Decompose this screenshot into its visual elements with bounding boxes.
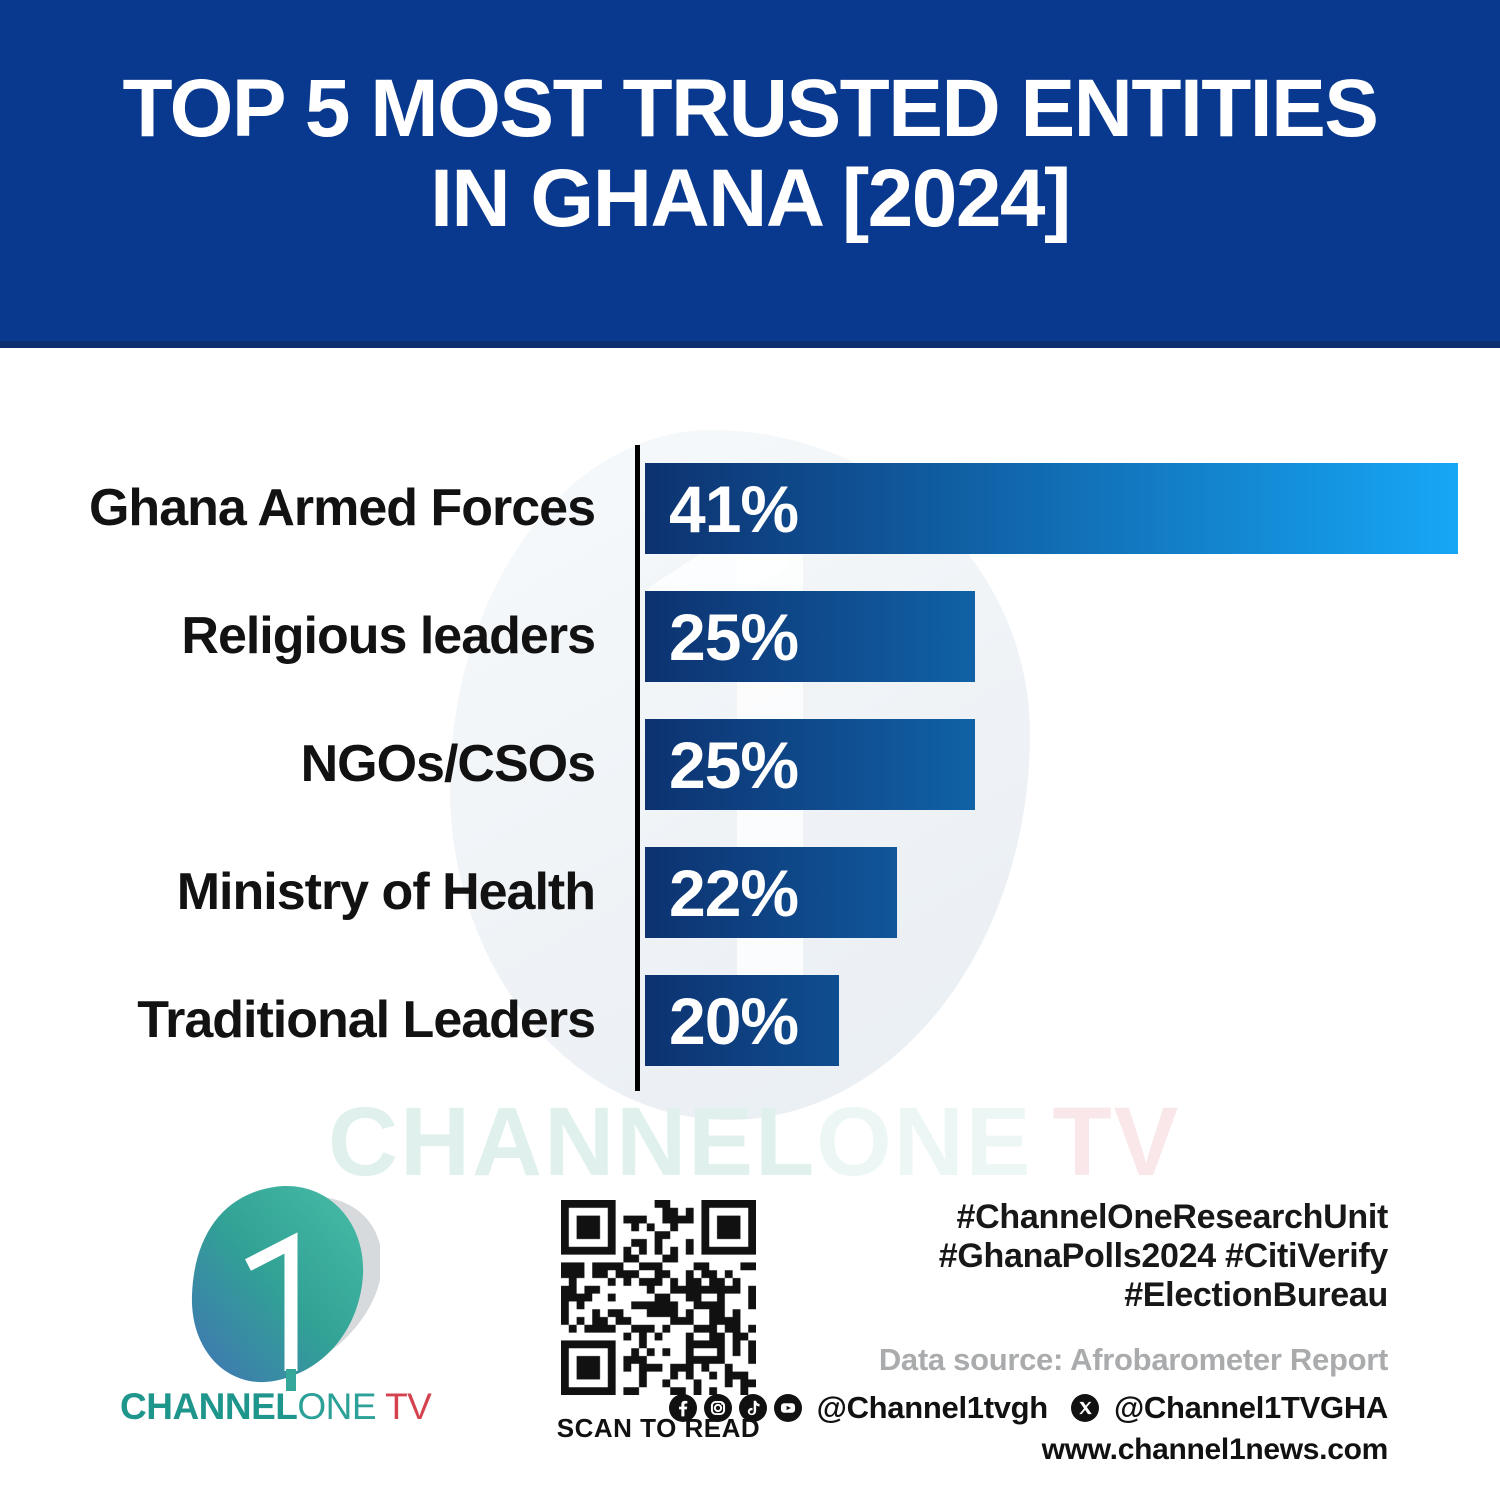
footer-right-column: #ChannelOneResearchUnit #GhanaPolls2024 … <box>668 1198 1388 1467</box>
social-handle-x: @Channel1TVGHA <box>1113 1390 1388 1425</box>
bar-category-label: Ghana Armed Forces <box>88 479 596 537</box>
facebook-icon <box>668 1394 697 1422</box>
bar-category-label: Ministry of Health <box>176 863 596 921</box>
bar-track: 22% <box>645 847 1500 938</box>
bar-row: Ministry of Health 22% <box>0 847 1500 938</box>
bar: 22% <box>645 847 897 938</box>
hashtags-line-2: #GhanaPolls2024 #CitiVerify <box>938 1237 1389 1275</box>
bar: 25% <box>645 591 975 682</box>
social-handle-main: @Channel1tvgh <box>816 1390 1049 1425</box>
logo-pebble <box>191 1186 364 1383</box>
bar: 20% <box>645 975 839 1066</box>
bar-row: NGOs/CSOs 25% <box>0 719 1500 810</box>
bar-value: 20% <box>669 983 799 1058</box>
youtube-icon <box>773 1394 802 1422</box>
bar-value: 25% <box>669 599 799 674</box>
watermark-channel: CHANNEL <box>328 1087 817 1196</box>
logo-word-tv: TV <box>385 1386 432 1427</box>
bar-chart: Ghana Armed Forces 41% Religious leaders 25… <box>0 430 1500 1120</box>
watermark-text: CHANNELONE TV <box>328 1086 1180 1198</box>
bar-track: 25% <box>645 591 1500 682</box>
channel-one-logo <box>191 1186 380 1391</box>
logo-word-channel: CHANNEL <box>120 1386 298 1427</box>
bar-value: 22% <box>669 855 799 930</box>
bar-value: 25% <box>669 727 799 802</box>
page-title-line2: IN GHANA [2024] <box>430 153 1071 244</box>
data-source-credit: Data source: Afrobarometer Report <box>878 1342 1388 1377</box>
page-title-line1: TOP 5 MOST TRUSTED ENTITIES <box>122 63 1379 154</box>
bar-category-label: Religious leaders <box>181 607 596 665</box>
bar-row: Traditional Leaders 20% <box>0 975 1500 1066</box>
logo-wordmark: CHANNELONE TV <box>120 1386 432 1428</box>
bar-track: 41% <box>645 463 1500 554</box>
header-banner: TOP 5 MOST TRUSTED ENTITIES IN GHANA [20… <box>0 0 1500 348</box>
logo-one-digit <box>245 1232 298 1371</box>
qr-code <box>561 1200 756 1395</box>
bar-track: 25% <box>645 719 1500 810</box>
hashtags-line-3: #ElectionBureau <box>1124 1276 1388 1314</box>
bar-track: 20% <box>645 975 1500 1066</box>
tiktok-icon <box>738 1394 767 1422</box>
watermark-one: ONE <box>816 1087 1033 1196</box>
x-icon <box>1070 1394 1099 1422</box>
hashtags-line-1: #ChannelOneResearchUnit <box>956 1198 1389 1236</box>
watermark-tv: TV <box>1052 1087 1181 1196</box>
logo-word-one: ONE <box>297 1386 377 1427</box>
bar-row: Religious leaders 25% <box>0 591 1500 682</box>
page-title: TOP 5 MOST TRUSTED ENTITIES IN GHANA [20… <box>0 0 1500 244</box>
bar: 41% <box>645 463 1458 554</box>
y-axis-line <box>635 445 640 1091</box>
social-row: @Channel1tvgh @Channel1TVGHA <box>668 1390 1388 1426</box>
bar-category-label: NGOs/CSOs <box>300 735 596 793</box>
bar-value: 41% <box>669 471 799 546</box>
instagram-icon <box>703 1394 732 1422</box>
bar-rows-container: Ghana Armed Forces 41% Religious leaders 25… <box>0 463 1500 1066</box>
bar: 25% <box>645 719 975 810</box>
bar-category-label: Traditional Leaders <box>137 991 596 1049</box>
logo-one-tail <box>286 1369 296 1391</box>
website-url: www.channel1news.com <box>1041 1433 1389 1466</box>
bar-row: Ghana Armed Forces 41% <box>0 463 1500 554</box>
